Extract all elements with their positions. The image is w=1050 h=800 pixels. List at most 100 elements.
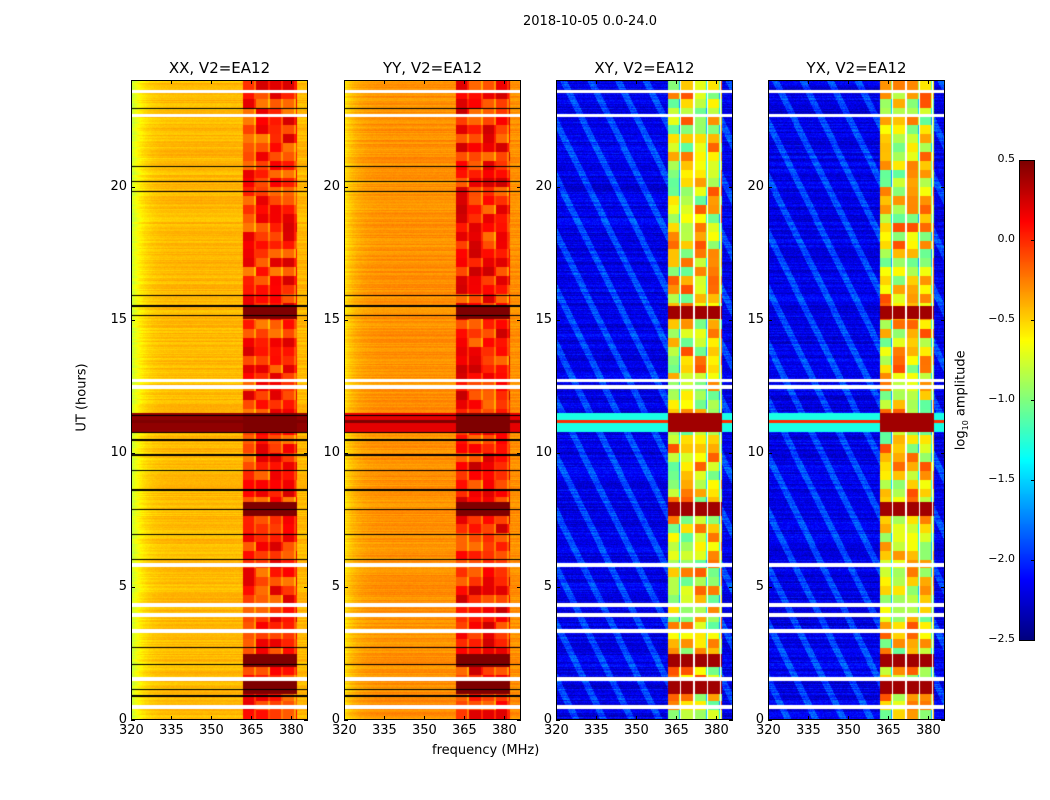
- colorbar-tick-mark: [1031, 640, 1035, 641]
- x-tick-mark: [807, 716, 809, 720]
- x-tick-label: 335: [583, 723, 609, 738]
- x-tick-mark: [423, 80, 425, 84]
- y-tick-label: 5: [331, 578, 340, 594]
- x-tick-mark: [463, 716, 465, 720]
- y-tick-mark: [344, 453, 348, 455]
- x-tick-label: 350: [411, 723, 437, 738]
- y-tick-label: 0: [543, 712, 552, 727]
- y-tick-label: 15: [535, 312, 552, 327]
- y-tick-mark: [729, 453, 733, 455]
- x-tick-label: 335: [795, 723, 821, 738]
- x-tick-mark: [170, 716, 172, 720]
- x-tick-mark: [344, 716, 345, 720]
- y-tick-label: 5: [755, 578, 764, 594]
- colorbar-tick-label: 0.5: [997, 152, 1016, 165]
- y-tick-label: 0: [118, 712, 127, 727]
- y-tick-mark: [517, 320, 521, 321]
- heatmap-image: [132, 81, 307, 719]
- y-tick-label: 0: [331, 712, 340, 727]
- y-tick-mark: [729, 586, 733, 588]
- y-tick-label: 10: [323, 445, 340, 461]
- y-tick-mark: [556, 186, 560, 188]
- x-tick-mark: [768, 716, 769, 720]
- x-tick-mark: [595, 716, 597, 720]
- x-tick-label: 320: [119, 723, 144, 738]
- x-tick-mark: [927, 716, 929, 720]
- colorbar-tick-label: −0.5: [988, 312, 1015, 325]
- y-tick-mark: [729, 720, 733, 721]
- x-tick-mark: [635, 716, 637, 720]
- x-tick-label: 335: [371, 723, 397, 738]
- heatmap-image: [557, 81, 732, 719]
- x-tick-mark: [675, 716, 677, 720]
- y-tick-label: 5: [118, 578, 127, 594]
- y-tick-mark: [729, 186, 733, 188]
- x-tick-mark: [887, 716, 889, 720]
- x-tick-label: 320: [544, 723, 569, 738]
- x-tick-mark: [250, 716, 252, 720]
- y-tick-mark: [131, 320, 135, 321]
- x-tick-label: 365: [663, 723, 689, 738]
- x-tick-mark: [131, 80, 132, 84]
- y-tick-label: 0: [755, 712, 764, 727]
- y-tick-mark: [768, 186, 772, 188]
- y-tick-mark: [941, 586, 945, 588]
- figure-title: 2018-10-05 0.0-24.0: [523, 14, 657, 29]
- x-tick-mark: [290, 80, 292, 84]
- x-tick-mark: [210, 80, 212, 84]
- x-tick-mark: [807, 80, 809, 84]
- y-tick-mark: [941, 186, 945, 188]
- y-tick-label: 20: [535, 178, 552, 194]
- y-tick-mark: [304, 453, 308, 455]
- y-tick-mark: [517, 720, 521, 721]
- x-tick-label: 350: [835, 723, 861, 738]
- colorbar-tick-mark: [1031, 160, 1035, 161]
- x-tick-mark: [463, 80, 465, 84]
- colorbar-tick-mark: [1031, 320, 1035, 321]
- x-tick-mark: [595, 80, 597, 84]
- x-tick-label: 365: [875, 723, 901, 738]
- x-tick-mark: [290, 716, 292, 720]
- y-tick-mark: [517, 186, 521, 188]
- x-tick-label: 380: [491, 723, 517, 738]
- x-tick-label: 380: [703, 723, 729, 738]
- colorbar-tick-mark: [1031, 400, 1035, 401]
- y-tick-mark: [768, 586, 772, 588]
- y-tick-mark: [768, 320, 772, 321]
- heatmap-panel-0: [131, 80, 308, 720]
- colorbar-tick-mark: [1031, 240, 1035, 241]
- x-tick-mark: [170, 80, 172, 84]
- x-tick-mark: [383, 80, 385, 84]
- heatmap-panel-3: [768, 80, 945, 720]
- y-tick-mark: [304, 720, 308, 721]
- colorbar-tick-label: −1.5: [988, 472, 1015, 485]
- x-tick-mark: [927, 80, 929, 84]
- y-tick-label: 15: [110, 312, 127, 327]
- y-tick-mark: [131, 453, 135, 455]
- x-tick-label: 380: [915, 723, 941, 738]
- x-tick-mark: [847, 716, 849, 720]
- x-tick-mark: [887, 80, 889, 84]
- x-tick-mark: [715, 80, 717, 84]
- colorbar-label: log10 amplitude: [954, 350, 971, 450]
- y-tick-mark: [556, 320, 560, 321]
- y-tick-mark: [556, 453, 560, 455]
- x-tick-mark: [344, 80, 345, 84]
- y-tick-mark: [304, 320, 308, 321]
- x-tick-label: 380: [278, 723, 304, 738]
- y-tick-mark: [556, 586, 560, 588]
- colorbar-tick-label: −2.0: [988, 552, 1015, 565]
- y-tick-mark: [304, 186, 308, 188]
- x-tick-label: 320: [332, 723, 357, 738]
- y-tick-mark: [131, 186, 135, 188]
- x-tick-mark: [847, 80, 849, 84]
- y-tick-label: 20: [110, 178, 127, 194]
- y-tick-mark: [131, 720, 135, 721]
- x-tick-mark: [503, 716, 505, 720]
- panel-title: XX, V2=EA12: [168, 59, 271, 77]
- heatmap-image: [769, 81, 944, 719]
- colorbar-tick-mark: [1031, 560, 1035, 561]
- x-axis-label: frequency (MHz): [432, 743, 540, 758]
- y-tick-mark: [517, 453, 521, 455]
- x-tick-mark: [768, 80, 769, 84]
